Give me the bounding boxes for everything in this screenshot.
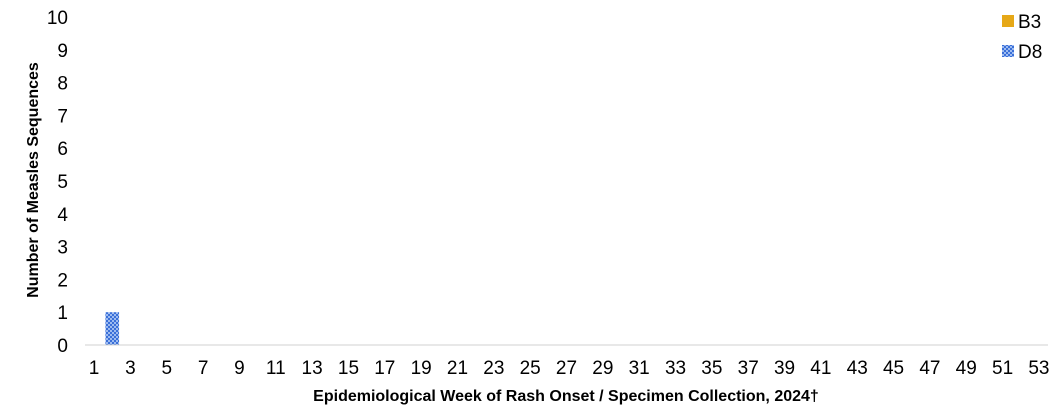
y-tick-label: 4	[57, 205, 68, 226]
x-tick-label: 29	[592, 358, 613, 379]
x-tick-label: 9	[234, 358, 245, 379]
x-axis-title: Epidemiological Week of Rash Onset / Spe…	[313, 388, 819, 405]
y-tick-label: 9	[57, 41, 68, 62]
x-tick-label: 33	[665, 358, 686, 379]
x-tick-label: 5	[161, 358, 172, 379]
x-tick-label: 49	[956, 358, 977, 379]
y-tick-label: 0	[57, 336, 68, 357]
x-tick-label: 21	[447, 358, 468, 379]
x-tick-label: 43	[847, 358, 868, 379]
x-tick-label: 27	[556, 358, 577, 379]
x-tick-label: 45	[883, 358, 904, 379]
x-tick-label: 37	[738, 358, 759, 379]
x-tick-label: 53	[1028, 358, 1049, 379]
x-tick-label: 19	[411, 358, 432, 379]
y-axis-title: Number of Measles Sequences	[25, 62, 42, 298]
x-tick-label: 51	[992, 358, 1013, 379]
x-axis-ticks: 1 3 5 7 9 11 13 15 17 19 21 23 25 27 29 31 33 35 37 39 41 43 4…	[89, 358, 1050, 379]
y-tick-label: 5	[57, 172, 68, 193]
y-tick-label: 2	[57, 270, 68, 291]
x-tick-label: 39	[774, 358, 795, 379]
y-tick-label: 6	[57, 139, 68, 160]
x-tick-label: 41	[810, 358, 831, 379]
y-tick-label: 8	[57, 74, 68, 95]
x-tick-label: 17	[374, 358, 395, 379]
legend-swatch-b3	[1002, 15, 1014, 27]
y-tick-label: 7	[57, 106, 68, 127]
legend-swatch-d8	[1002, 45, 1014, 57]
bar-d8-week-2	[105, 312, 120, 345]
y-tick-label: 10	[47, 8, 68, 29]
x-tick-label: 47	[919, 358, 940, 379]
legend-label-d8: D8	[1018, 42, 1042, 63]
x-tick-label: 1	[89, 358, 100, 379]
x-tick-label: 23	[483, 358, 504, 379]
x-tick-label: 7	[198, 358, 209, 379]
y-axis-ticks: 0 1 2 3 4 5 6 7 8 9 10	[47, 8, 69, 357]
x-tick-label: 11	[266, 358, 286, 379]
x-tick-label: 31	[629, 358, 650, 379]
y-tick-label: 3	[57, 238, 68, 259]
x-tick-label: 15	[338, 358, 359, 379]
bars	[105, 312, 120, 345]
y-tick-label: 1	[57, 303, 68, 324]
x-tick-label: 3	[125, 358, 136, 379]
x-tick-label: 25	[520, 358, 541, 379]
x-tick-label: 13	[302, 358, 323, 379]
legend-label-b3: B3	[1018, 12, 1041, 33]
x-tick-label: 35	[701, 358, 722, 379]
